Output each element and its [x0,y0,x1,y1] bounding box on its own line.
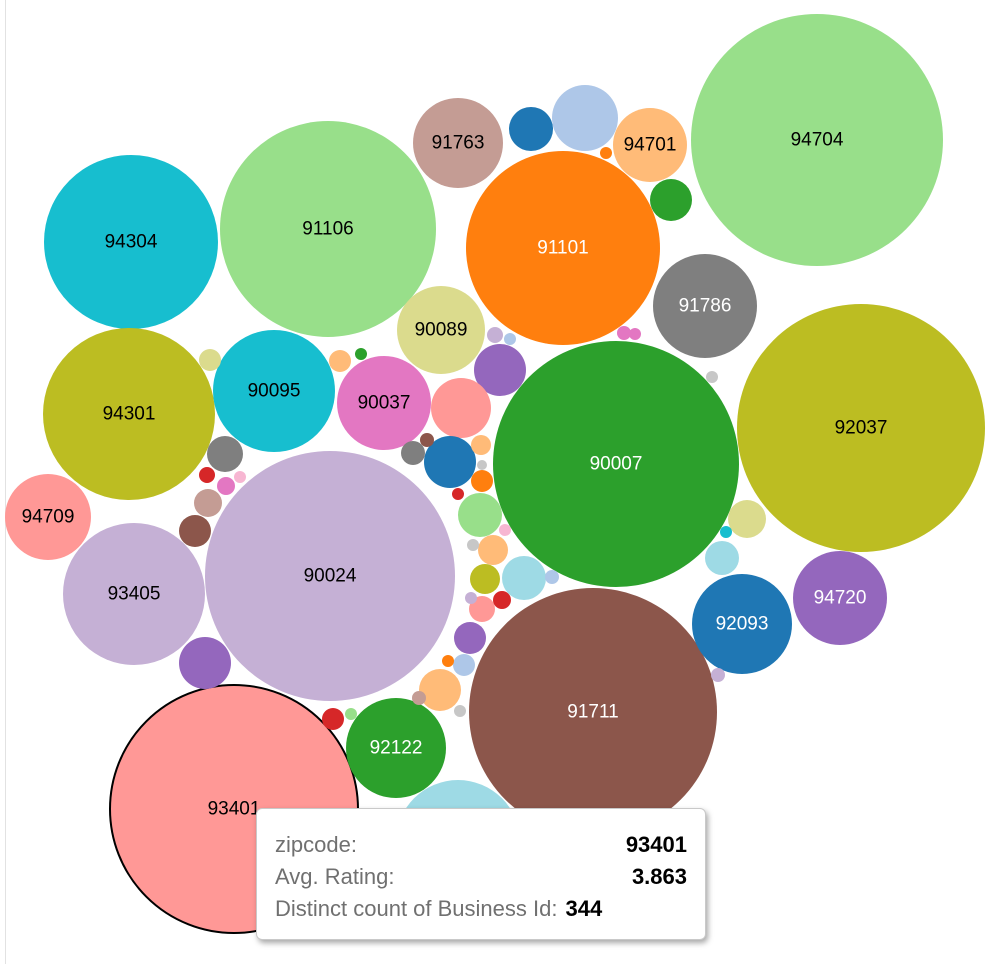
bubble-small[interactable] [329,350,351,372]
bubble-small[interactable] [453,654,475,676]
bubble-small[interactable] [194,489,222,517]
bubble-small[interactable] [419,669,461,711]
bubble-small[interactable] [470,564,500,594]
tooltip-zipcode-label: zipcode: [275,832,357,857]
bubble-small[interactable] [199,467,215,483]
bubble-small[interactable] [471,435,491,455]
bubble-small[interactable] [179,515,211,547]
bubble-90089[interactable] [397,286,485,374]
bubble-94704[interactable] [691,14,943,266]
bubble-91786[interactable] [653,254,757,358]
bubble-92037[interactable] [737,304,985,552]
bubble-91711[interactable] [469,588,717,836]
bubble-small[interactable] [471,470,493,492]
tooltip-zipcode-value: 93401 [625,832,687,857]
bubble-small[interactable] [706,371,718,383]
tooltip-count-label: Distinct count of Business Id: [275,896,558,921]
bubble-small[interactable] [401,441,425,465]
bubble-small[interactable] [345,708,357,720]
tooltip-row-zipcode: zipcode: 93401 [275,829,687,861]
bubble-small[interactable] [452,488,464,500]
bubble-small[interactable] [424,436,476,488]
bubble-94301[interactable] [43,328,215,500]
bubble-small[interactable] [217,477,235,495]
bubble-small[interactable] [207,436,243,472]
bubble-94720[interactable] [793,551,887,645]
bubble-small[interactable] [469,596,495,622]
bubble-small[interactable] [499,524,511,536]
bubble-small[interactable] [504,333,516,345]
bubble-90024[interactable] [205,451,455,701]
bubble-94701[interactable] [613,108,687,182]
tooltip-rating-value: 3.863 [631,864,687,889]
bubble-small[interactable] [629,328,641,340]
bubble-small[interactable] [467,539,479,551]
bubble-small[interactable] [650,179,692,221]
bubble-small[interactable] [552,85,618,151]
bubble-small[interactable] [493,591,511,609]
bubble-small[interactable] [199,349,221,371]
bubble-small[interactable] [322,708,344,730]
bubble-small[interactable] [711,668,725,682]
bubble-small[interactable] [720,526,732,538]
tooltip-row-count: Distinct count of Business Id: 344 [275,893,687,925]
bubble-91101[interactable] [466,151,660,345]
bubble-small[interactable] [179,637,231,689]
bubble-93405[interactable] [63,523,205,665]
tooltip-row-rating: Avg. Rating: 3.863 [275,861,687,893]
bubble-small[interactable] [545,570,559,584]
bubble-92122[interactable] [346,698,446,798]
bubble-91763[interactable] [413,98,503,188]
bubble-small[interactable] [705,541,739,575]
bubble-small[interactable] [412,691,426,705]
bubble-90037[interactable] [337,356,431,450]
bubble-94304[interactable] [44,155,218,329]
bubble-small[interactable] [474,344,526,396]
bubble-92093[interactable] [692,574,792,674]
bubble-small[interactable] [420,433,434,447]
bubble-small[interactable] [454,705,466,717]
bubble-small[interactable] [617,326,631,340]
bubble-small[interactable] [502,556,546,600]
bubble-small[interactable] [509,107,553,151]
tooltip-rating-label: Avg. Rating: [275,864,395,889]
bubble-small[interactable] [465,592,477,604]
bubble-small[interactable] [477,460,487,470]
bubble-94709[interactable] [5,474,91,560]
bubble-90095[interactable] [213,330,335,452]
bubble-small[interactable] [728,500,766,538]
tooltip-count-value: 344 [565,896,603,921]
bubble-small[interactable] [431,378,491,438]
bubble-small[interactable] [234,471,246,483]
bubble-tooltip: zipcode: 93401 Avg. Rating: 3.863 Distin… [256,808,706,940]
bubble-small[interactable] [458,493,502,537]
bubble-small[interactable] [355,348,367,360]
bubble-small[interactable] [600,147,612,159]
bubble-small[interactable] [454,622,486,654]
bubble-91106[interactable] [220,121,436,337]
bubble-90007[interactable] [493,341,739,587]
bubble-small[interactable] [487,327,503,343]
bubble-small[interactable] [442,655,454,667]
bubble-small[interactable] [478,535,508,565]
chart-frame [5,0,990,964]
